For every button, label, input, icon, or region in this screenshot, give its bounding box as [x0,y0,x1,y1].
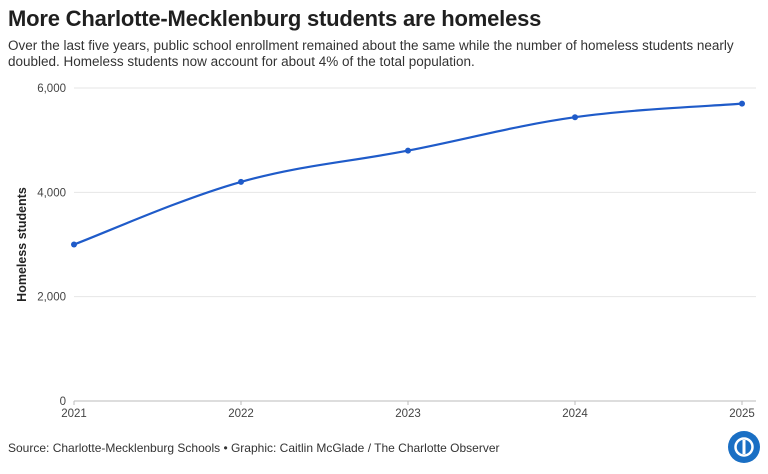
series-line [73,102,743,246]
data-point [739,100,745,107]
source-credit: Source: Charlotte-Mecklenburg Schools • … [8,441,500,455]
chart-subtitle: Over the last five years, public school … [8,38,734,69]
data-point [572,114,578,121]
x-tick-label: 2021 [61,408,87,420]
x-tick-label: 2022 [228,408,254,420]
data-point [238,178,244,185]
x-tick-label: 2023 [395,408,421,420]
y-tick-label: 0 [60,396,66,408]
data-point [405,147,411,154]
data-point [71,241,77,248]
x-tick-label: 2025 [729,408,755,420]
y-tick-label: 2,000 [37,292,66,304]
y-tick-label: 4,000 [37,187,66,199]
y-tick-label: 6,000 [37,83,66,95]
chart-title: More Charlotte-Mecklenburg students are … [8,6,542,31]
y-axis-label: Homeless students [15,187,29,302]
x-tick-label: 2024 [562,408,588,420]
logo-glyph [734,437,754,457]
charlotte-observer-logo-icon[interactable] [728,431,760,463]
